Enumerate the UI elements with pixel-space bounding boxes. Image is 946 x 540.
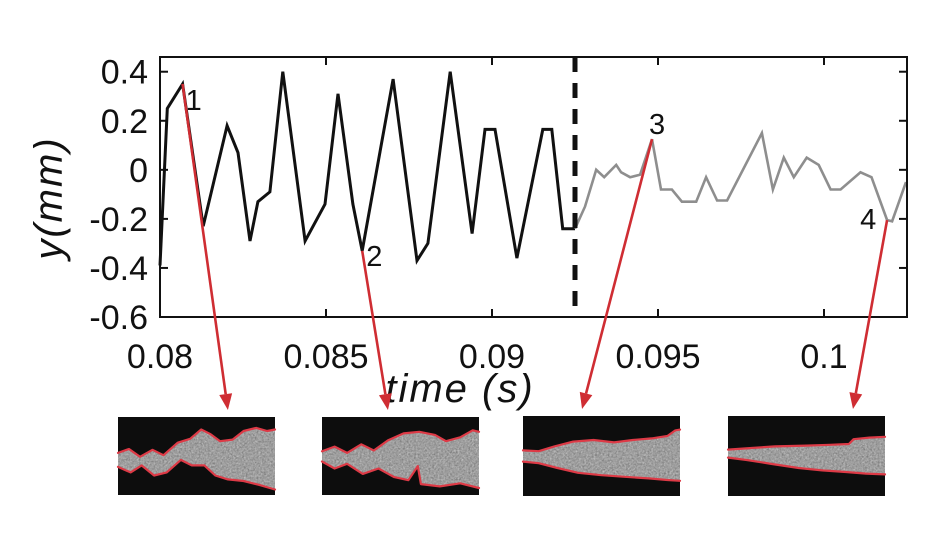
y-tick-label: -0.4 [89, 250, 148, 288]
y-tick-label: 0.4 [101, 54, 148, 92]
jet-lower-contour [320, 460, 481, 490]
annotation-1: 1 [181, 83, 233, 410]
jet-lower-contour [116, 458, 277, 491]
point-label-3: 3 [649, 109, 665, 141]
x-tick-label: 0.085 [283, 338, 368, 376]
annotation-2: 2 [360, 241, 392, 410]
jet-lower-contour [726, 456, 887, 476]
axes-box [159, 56, 908, 318]
x-tick-label: 0.09 [459, 338, 525, 376]
inset-image-2 [320, 417, 481, 495]
inset-image-1 [116, 417, 277, 495]
annotation-arrow-line [584, 138, 654, 394]
annotation-arrowhead [849, 392, 863, 409]
point-label-2: 2 [366, 241, 382, 273]
annotation-3: 3 [579, 109, 665, 409]
annotation-arrowhead [579, 391, 593, 409]
snapshot-strip [116, 416, 887, 496]
jet-upper-contour [726, 435, 887, 451]
annotation-arrow-line [181, 83, 227, 395]
y-tick-label: 0.2 [101, 103, 148, 141]
annotation-4: 4 [849, 204, 889, 409]
y-tick-label: 0 [129, 152, 148, 190]
y-tick-label: -0.2 [89, 201, 148, 239]
jet-upper-contour [116, 426, 277, 458]
x-tick-label: 0.1 [800, 338, 847, 376]
point-label-4: 4 [860, 204, 876, 236]
x-tick-label: 0.095 [615, 338, 700, 376]
series-stabilized-regime [573, 129, 908, 230]
inset-image-4 [726, 416, 887, 496]
y-tick-label: -0.6 [89, 299, 148, 337]
jet-upper-contour [521, 428, 682, 453]
point-label-1: 1 [186, 85, 202, 117]
x-tick-label: 0.08 [127, 338, 193, 376]
series-oscillating-regime [158, 71, 575, 266]
x-axis-label: time (s) [385, 367, 534, 411]
annotation-arrowhead [219, 393, 233, 410]
y-axis-label: y(mm) [27, 136, 71, 262]
annotation-arrow-line [360, 250, 387, 395]
annotations-layer: 1 2 3 4 [181, 83, 889, 410]
annotation-arrow-line [854, 219, 889, 394]
jet-lower-contour [521, 460, 682, 482]
annotation-arrowhead [378, 393, 392, 410]
jet-upper-contour [320, 429, 481, 454]
plot-area: 0.08 0.085 0.09 0.095 0.1 0.4 0.2 0 -0.2 -0.4 -0.6 [89, 54, 908, 376]
inset-image-3 [521, 416, 682, 496]
